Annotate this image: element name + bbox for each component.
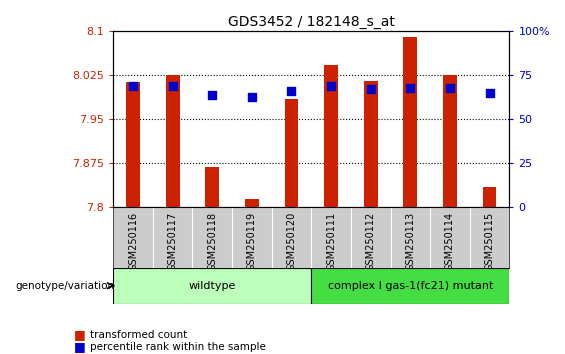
Text: GSM250114: GSM250114 [445, 212, 455, 271]
Text: GSM250119: GSM250119 [247, 212, 257, 271]
Point [287, 88, 296, 94]
Text: GSM250111: GSM250111 [326, 212, 336, 271]
Text: GSM250112: GSM250112 [366, 212, 376, 272]
Bar [166, 75, 180, 207]
Point [445, 85, 454, 91]
Point [128, 83, 137, 89]
Point [485, 90, 494, 96]
Text: GSM250118: GSM250118 [207, 212, 218, 271]
Bar [126, 82, 140, 207]
Text: GSM250120: GSM250120 [286, 212, 297, 272]
Point [327, 83, 336, 89]
Text: transformed count: transformed count [90, 330, 188, 339]
Title: GDS3452 / 182148_s_at: GDS3452 / 182148_s_at [228, 15, 395, 29]
Text: ■: ■ [73, 341, 85, 353]
Bar [324, 65, 338, 207]
Text: percentile rank within the sample: percentile rank within the sample [90, 342, 266, 352]
Text: GSM250115: GSM250115 [485, 212, 494, 272]
Bar [403, 37, 418, 207]
Bar [113, 268, 311, 304]
Bar [443, 75, 457, 207]
Bar [311, 268, 509, 304]
Bar [285, 99, 298, 207]
Text: genotype/variation: genotype/variation [15, 281, 114, 291]
Point [168, 83, 177, 89]
Point [208, 92, 217, 98]
Bar [364, 81, 377, 207]
Text: GSM250113: GSM250113 [405, 212, 415, 271]
Text: GSM250116: GSM250116 [128, 212, 138, 271]
Text: GSM250117: GSM250117 [168, 212, 177, 272]
Point [247, 94, 257, 99]
Text: ■: ■ [73, 328, 85, 341]
Text: complex I gas-1(fc21) mutant: complex I gas-1(fc21) mutant [328, 281, 493, 291]
Point [366, 87, 375, 92]
Bar [205, 167, 219, 207]
Bar [483, 187, 497, 207]
Point [406, 85, 415, 91]
Text: wildtype: wildtype [189, 281, 236, 291]
Bar [245, 199, 259, 207]
